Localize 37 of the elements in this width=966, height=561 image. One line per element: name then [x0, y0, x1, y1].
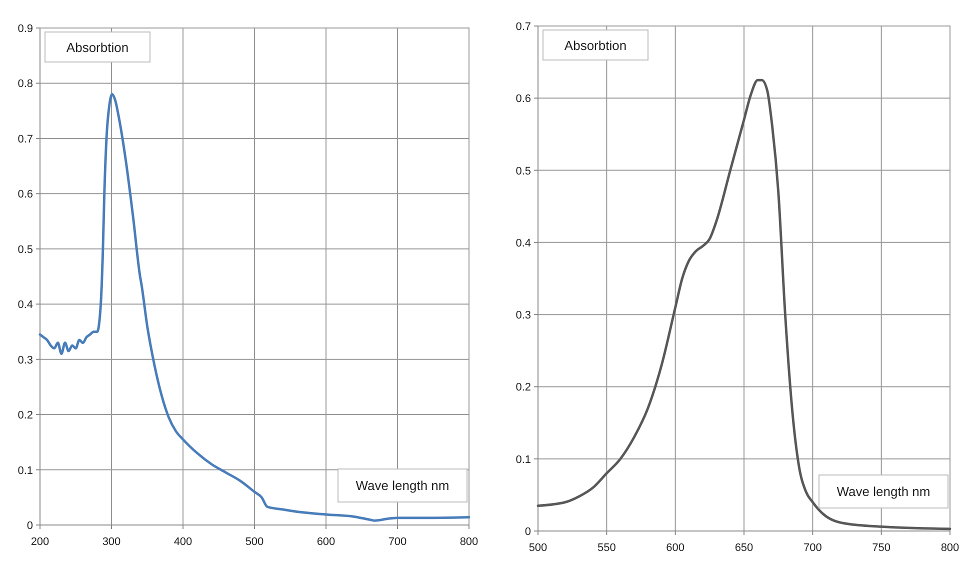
y-tick-label: 0.3 — [516, 310, 531, 322]
y-tick-label: 0.9 — [18, 23, 33, 35]
x-tick-label: 200 — [30, 536, 50, 548]
x-tick-label: 550 — [597, 542, 616, 554]
y-tick-label: 0.1 — [18, 464, 33, 477]
y-tick-label: 0.4 — [18, 299, 33, 312]
x-tick-label: 750 — [872, 542, 891, 554]
x-tick-label: 600 — [316, 536, 336, 548]
x-tick-label: 800 — [940, 542, 960, 554]
y-tick-label: 0.7 — [516, 21, 531, 33]
x-tick-label: 600 — [666, 542, 685, 554]
y-axis-title: Absorbtion — [66, 40, 129, 55]
x-tick-label: 650 — [734, 542, 754, 554]
y-tick-label: 0.3 — [18, 354, 33, 366]
line-series — [38, 93, 470, 522]
y-axis-title: Absorbtion — [564, 38, 627, 53]
y-tick-label: 0.4 — [516, 237, 531, 250]
x-tick-label: 700 — [388, 536, 407, 548]
x-tick-label: 500 — [528, 542, 548, 554]
y-tick-label: 0.6 — [516, 93, 531, 106]
y-tick-label: 0 — [26, 520, 33, 532]
x-tick-label: 500 — [245, 536, 264, 548]
y-tick-label: 0.6 — [18, 188, 33, 201]
y-tick-label: 0.5 — [516, 165, 531, 178]
x-tick-label: 400 — [174, 536, 192, 548]
y-tick-label: 0.1 — [516, 454, 531, 466]
x-tick-label: 700 — [803, 542, 822, 554]
y-tick-label: 0.2 — [18, 410, 33, 422]
x-tick-label: 300 — [102, 536, 121, 548]
y-tick-label: 0.7 — [18, 133, 33, 146]
x-axis-title: Wave length nm — [836, 484, 930, 499]
y-tick-label: 0.5 — [18, 244, 33, 256]
y-tick-label: 0.2 — [516, 382, 531, 394]
x-tick-label: 800 — [460, 536, 478, 548]
y-tick-label: 0 — [524, 526, 531, 538]
x-axis-title: Wave length nm — [356, 478, 450, 493]
y-tick-label: 0.8 — [18, 78, 33, 90]
